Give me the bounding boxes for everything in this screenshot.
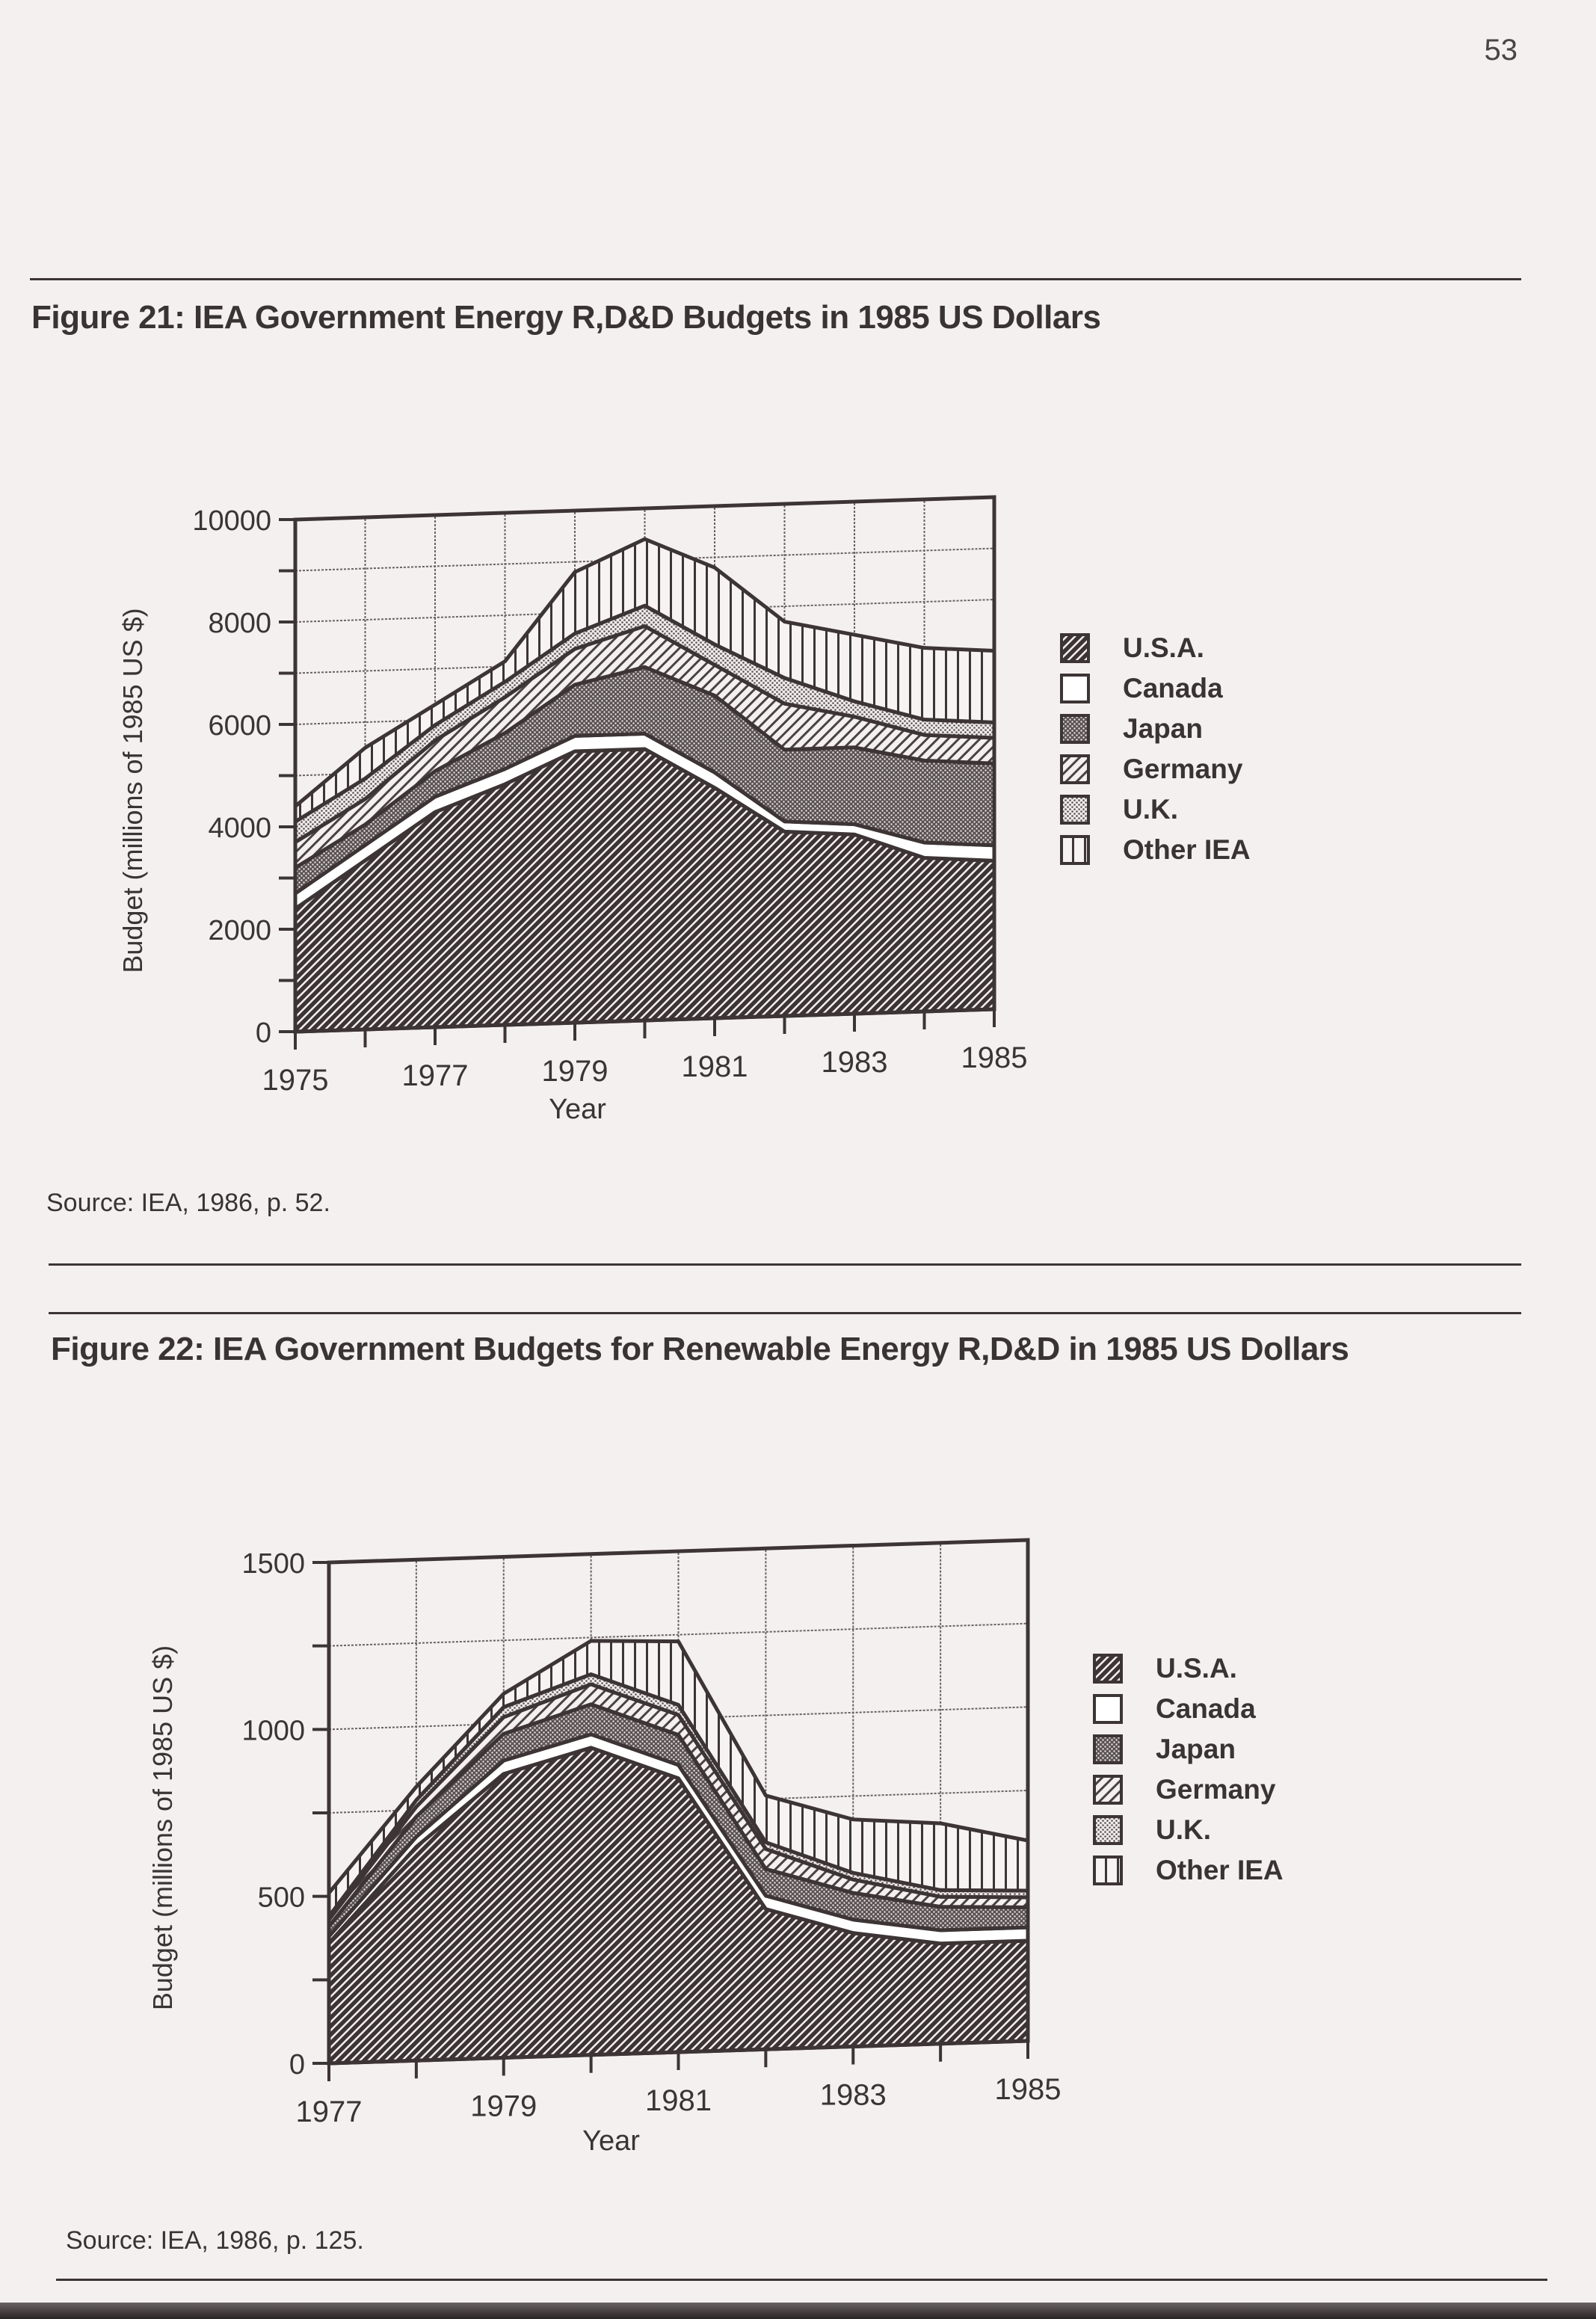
y-tick-label: 6000 — [208, 710, 271, 742]
page-edge-shadow — [0, 2303, 1596, 2319]
legend-label: Other IEA — [1123, 834, 1251, 865]
figure-21-chart: 0 2000 4000 6000 8000 10000 1975 1977 1979 1981 19… — [117, 495, 1028, 1121]
y-axis-label: Budget (millions of 1985 US $) — [147, 1645, 178, 2010]
legend-swatch — [1093, 1775, 1123, 1805]
x-tick-label: 1981 — [682, 1050, 748, 1083]
legend-swatch — [1060, 714, 1090, 744]
legend-label: Other IEA — [1156, 1855, 1284, 1885]
y-tick-label: 1000 — [241, 1715, 305, 1746]
legend-item: Canada — [1060, 668, 1251, 709]
y-axis-label: Budget (millions of 1985 US $) — [117, 608, 148, 973]
legend-label: U.K. — [1123, 794, 1178, 825]
figure-21-bottom-rule-1 — [49, 1263, 1521, 1266]
y-tick-label: 0 — [256, 1017, 271, 1049]
legend-item: Canada — [1093, 1689, 1284, 1729]
figure-21-legend: U.S.A. Canada Japan Germany U.K. Other IEA — [1060, 628, 1251, 870]
x-tick-label: 1981 — [645, 2084, 712, 2117]
x-tick-label: 1985 — [995, 2073, 1062, 2106]
x-tick-label: 1975 — [262, 1064, 329, 1097]
figure-21-source: Source: IEA, 1986, p. 52. — [46, 1189, 330, 1217]
y-tick-label: 1500 — [241, 1548, 305, 1580]
legend-item: Other IEA — [1060, 830, 1251, 870]
legend-swatch — [1060, 835, 1090, 865]
x-tick-label: 1979 — [542, 1055, 608, 1088]
legend-item: U.S.A. — [1060, 628, 1251, 668]
page-number: 53 — [1484, 34, 1518, 67]
legend-label: Canada — [1123, 673, 1223, 703]
legend-label: Canada — [1156, 1693, 1256, 1724]
x-tick-label: 1977 — [402, 1059, 469, 1092]
figure-22-bottom-rule — [56, 2279, 1547, 2281]
legend-item: U.S.A. — [1093, 1648, 1284, 1689]
plot-frame — [293, 495, 996, 1034]
x-tick-label: 1979 — [470, 2090, 537, 2123]
legend-item: Other IEA — [1093, 1850, 1284, 1891]
legend-swatch — [1093, 1734, 1123, 1764]
y-tick-label: 500 — [258, 1882, 305, 1914]
figure-22-title: Figure 22: IEA Government Budgets for Re… — [51, 1331, 1349, 1367]
x-tick-label: 1983 — [820, 2079, 887, 2112]
legend-swatch — [1060, 754, 1090, 784]
x-tick-label: 1985 — [961, 1041, 1028, 1074]
legend-label: Germany — [1156, 1774, 1276, 1805]
legend-swatch — [1093, 1694, 1123, 1724]
y-tick-label: 0 — [289, 2049, 305, 2081]
legend-swatch — [1060, 795, 1090, 825]
x-axis-label: Year — [582, 2125, 640, 2153]
legend-label: U.S.A. — [1123, 632, 1204, 663]
legend-swatch — [1093, 1815, 1123, 1845]
y-tick-label: 8000 — [208, 608, 271, 639]
legend-item: U.K. — [1093, 1810, 1284, 1850]
legend-label: Japan — [1123, 713, 1203, 744]
legend-item: Germany — [1093, 1770, 1284, 1810]
figure-21-bottom-rule-2 — [49, 1312, 1521, 1314]
legend-item: U.K. — [1060, 789, 1251, 830]
figure-22-legend: U.S.A. Canada Japan Germany U.K. Other IEA — [1093, 1648, 1284, 1891]
legend-item: Japan — [1060, 709, 1251, 749]
x-tick-label: 1977 — [296, 2095, 363, 2128]
legend-label: Germany — [1123, 754, 1243, 784]
y-tick-label: 2000 — [208, 915, 271, 946]
legend-label: Japan — [1156, 1734, 1236, 1764]
legend-swatch — [1093, 1855, 1123, 1885]
y-tick-label: 4000 — [208, 813, 271, 844]
gridline-y — [328, 1622, 1029, 1647]
legend-item: Germany — [1060, 749, 1251, 789]
figure-21-title: Figure 21: IEA Government Energy R,D&D B… — [31, 299, 1101, 336]
figure-22-chart: 0 500 1000 1500 1977 1979 1981 1983 1985 Year Budg… — [147, 1538, 1062, 2153]
legend-swatch — [1060, 633, 1090, 663]
legend-item: Japan — [1093, 1729, 1284, 1770]
figure-22-source: Source: IEA, 1986, p. 125. — [66, 2226, 364, 2255]
x-axis-label: Year — [549, 1094, 606, 1121]
legend-swatch — [1093, 1654, 1123, 1684]
x-tick-label: 1983 — [822, 1046, 888, 1079]
figure-21-top-rule — [30, 278, 1521, 280]
y-tick-label: 10000 — [192, 505, 271, 537]
legend-label: U.S.A. — [1156, 1653, 1237, 1684]
legend-swatch — [1060, 674, 1090, 703]
legend-label: U.K. — [1156, 1814, 1211, 1845]
